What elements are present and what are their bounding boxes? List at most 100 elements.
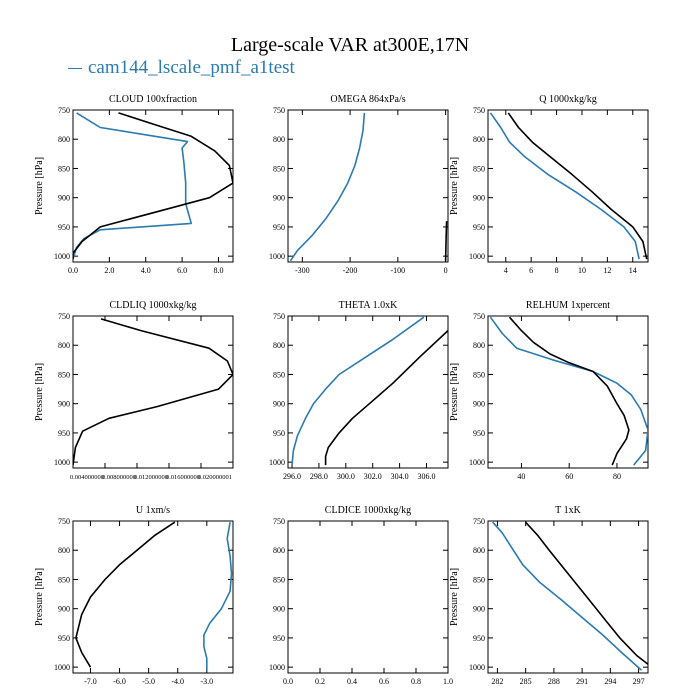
y-tick-label: 850 [58, 164, 70, 173]
y-tick-label: 950 [273, 429, 285, 438]
y-tick-label: 900 [473, 605, 485, 614]
y-tick-label: 750 [273, 106, 285, 115]
panel-frame [72, 520, 234, 674]
x-tick-label: -100 [391, 266, 406, 275]
x-tick-label: 6.0 [177, 266, 187, 275]
panel-title: CLDLIQ 1000xkg/kg [110, 300, 197, 311]
x-tick-label: 0.004000000 [70, 474, 104, 481]
y-tick-label: 950 [273, 223, 285, 232]
y-tick-label: 1000 [469, 458, 485, 467]
panel-title: U 1xm/s [136, 505, 170, 516]
x-tick-label: -7.0 [84, 677, 97, 686]
x-tick-label: 0.0 [283, 677, 293, 686]
x-tick-label: 6 [529, 266, 533, 275]
series-line-case [489, 316, 648, 466]
x-tick-label: 0.2 [315, 677, 325, 686]
y-tick-label: 850 [273, 370, 285, 379]
y-axis-label: Pressure [hPa] [449, 568, 460, 626]
x-tick-label: 302.0 [364, 472, 382, 481]
x-tick-label: 60 [565, 472, 573, 481]
y-tick-label: 750 [473, 106, 485, 115]
x-tick-label: 294 [604, 677, 616, 686]
y-tick-label: 850 [58, 370, 70, 379]
x-tick-label: 1.0 [443, 677, 453, 686]
x-tick-label: -4.0 [171, 677, 184, 686]
panel-title: CLOUD 100xfraction [109, 94, 197, 105]
y-tick-label: 800 [473, 135, 485, 144]
series-line-control [73, 112, 233, 260]
series-line-control [324, 330, 448, 466]
y-tick-label: 1000 [269, 252, 285, 261]
series-line-case [291, 316, 425, 466]
y-tick-label: 800 [273, 341, 285, 350]
y-tick-label: 800 [58, 341, 70, 350]
x-tick-label: -3.0 [200, 677, 213, 686]
x-tick-label: 0 [444, 266, 448, 275]
y-tick-label: 900 [58, 400, 70, 409]
panel-frame [72, 315, 234, 469]
x-tick-label: -300 [295, 266, 310, 275]
y-tick-label: 850 [58, 575, 70, 584]
panel-frame [287, 520, 449, 674]
x-tick-label: 10 [578, 266, 586, 275]
x-tick-label: 8.0 [213, 266, 223, 275]
y-tick-label: 750 [273, 312, 285, 321]
x-tick-label: 80 [613, 472, 621, 481]
x-tick-label: 4.0 [141, 266, 151, 275]
x-tick-label: 296.0 [283, 472, 301, 481]
panel-frame [487, 520, 649, 674]
x-tick-label: 288 [548, 677, 560, 686]
y-tick-label: 950 [473, 429, 485, 438]
y-tick-label: 750 [273, 517, 285, 526]
y-tick-label: 950 [473, 223, 485, 232]
y-tick-label: 800 [473, 341, 485, 350]
y-axis-label: Pressure [hPa] [34, 568, 45, 626]
panel-frame [487, 109, 649, 263]
y-tick-label: 850 [473, 164, 485, 173]
series-line-control [444, 221, 448, 261]
y-tick-label: 950 [58, 429, 70, 438]
y-axis-label: Pressure [hPa] [449, 157, 460, 215]
x-tick-label: 304.0 [391, 472, 409, 481]
x-tick-label: 0.4 [347, 677, 357, 686]
y-tick-label: 950 [273, 634, 285, 643]
panel-title: CLDICE 1000xkg/kg [325, 505, 411, 516]
panel-frame [287, 315, 449, 469]
y-tick-label: 1000 [54, 252, 70, 261]
x-tick-label: 2.0 [104, 266, 114, 275]
x-tick-label: 12 [603, 266, 611, 275]
y-tick-label: 850 [273, 164, 285, 173]
y-tick-label: 850 [473, 370, 485, 379]
series-line-case [289, 112, 366, 262]
panel-title: T 1xK [555, 505, 581, 516]
x-tick-label: 14 [629, 266, 637, 275]
panel-title: Q 1000xkg/kg [539, 94, 597, 105]
series-line-control [507, 112, 648, 260]
y-tick-label: 950 [58, 223, 70, 232]
x-tick-label: 40 [517, 472, 525, 481]
x-tick-label: 0.008000000 [102, 474, 136, 481]
y-tick-label: 950 [473, 634, 485, 643]
series-line-case [203, 522, 233, 671]
y-tick-label: 900 [273, 194, 285, 203]
panel-title: OMEGA 864xPa/s [330, 94, 405, 105]
y-tick-label: 1000 [269, 458, 285, 467]
x-tick-label: 0.016000000 [166, 474, 200, 481]
y-tick-label: 900 [58, 605, 70, 614]
x-tick-label: 0.012000000 [134, 474, 168, 481]
y-tick-label: 900 [273, 400, 285, 409]
x-tick-label: 4 [504, 266, 508, 275]
y-tick-label: 750 [473, 312, 485, 321]
y-tick-label: 750 [58, 517, 70, 526]
x-tick-label: 306.0 [417, 472, 435, 481]
series-line-control [73, 318, 233, 466]
x-tick-label: 282 [491, 677, 503, 686]
x-tick-label: 8 [555, 266, 559, 275]
y-tick-label: 800 [58, 546, 70, 555]
x-tick-label: -200 [343, 266, 358, 275]
series-line-control [75, 521, 176, 668]
x-tick-label: -6.0 [113, 677, 126, 686]
series-line-case [73, 112, 192, 260]
y-axis-label: Pressure [hPa] [34, 363, 45, 421]
legend: cam144_lscale_pmf_a1test [68, 57, 295, 79]
